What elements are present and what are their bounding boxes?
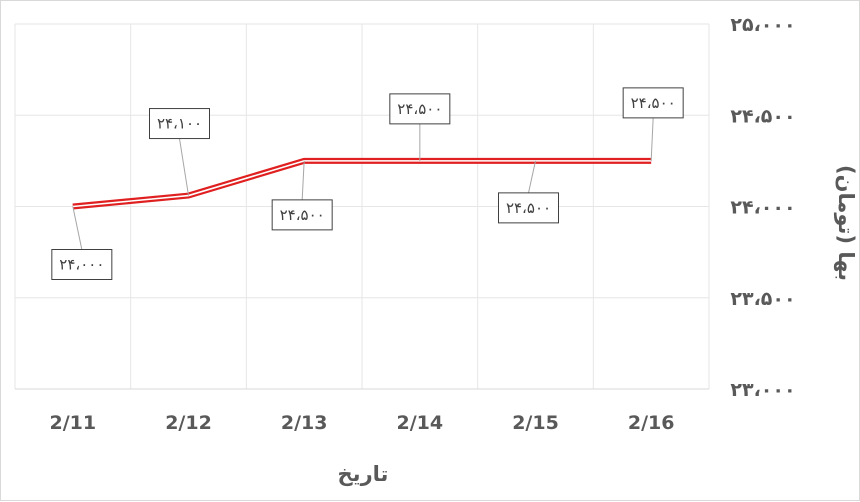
data-label-box xyxy=(389,93,451,125)
gridlines xyxy=(14,23,710,390)
data-label-leader xyxy=(301,160,305,200)
data-label: ۲۴،۵۰۰ xyxy=(397,100,442,118)
y-tick-label: ۲۳،۵۰۰ xyxy=(730,288,795,310)
x-tick-label: 2/12 xyxy=(165,412,212,434)
series-line-inner xyxy=(72,160,652,208)
y-axis-ticks: ۲۳،۰۰۰ ۲۳،۵۰۰ ۲۴،۰۰۰ ۲۴،۵۰۰ ۲۵،۰۰۰ xyxy=(730,14,795,401)
data-label: ۲۴،۰۰۰ xyxy=(59,256,104,274)
x-tick-label: 2/15 xyxy=(512,412,559,434)
data-label: ۲۴،۵۰۰ xyxy=(280,206,325,224)
x-axis-title: تاریخ xyxy=(338,462,389,486)
data-label-leader xyxy=(528,160,536,193)
data-labels: ۲۴،۰۰۰ ۲۴،۱۰۰ ۲۴،۵۰۰ ۲۴،۵۰۰ ۲۴،۵۰۰ ۲۴،۵۰۰ xyxy=(51,87,684,280)
data-label-box xyxy=(51,249,113,280)
y-tick-label: ۲۴،۰۰۰ xyxy=(730,197,795,219)
data-label-leader xyxy=(72,206,83,250)
data-label-box xyxy=(149,108,210,140)
y-axis-title: بها (تومان) xyxy=(834,165,858,281)
data-label-box xyxy=(271,199,333,231)
x-tick-label: 2/14 xyxy=(397,412,444,434)
y-tick-label: ۲۴،۵۰۰ xyxy=(730,105,795,127)
data-label-leader xyxy=(179,138,189,196)
data-label: ۲۴،۵۰۰ xyxy=(631,94,676,112)
data-label: ۲۴،۱۰۰ xyxy=(157,115,202,133)
data-label-leader xyxy=(650,117,654,161)
x-axis-ticks: 2/11 2/12 2/13 2/14 2/15 2/16 xyxy=(50,412,675,434)
x-tick-label: 2/11 xyxy=(50,412,97,434)
data-label-box xyxy=(498,192,559,224)
x-tick-label: 2/16 xyxy=(628,412,675,434)
data-label-box xyxy=(622,87,684,119)
data-label: ۲۴،۵۰۰ xyxy=(506,199,551,217)
y-tick-label: ۲۳،۰۰۰ xyxy=(730,379,795,401)
x-tick-label: 2/13 xyxy=(281,412,328,434)
series-line xyxy=(72,157,652,210)
y-tick-label: ۲۵،۰۰۰ xyxy=(730,14,795,36)
